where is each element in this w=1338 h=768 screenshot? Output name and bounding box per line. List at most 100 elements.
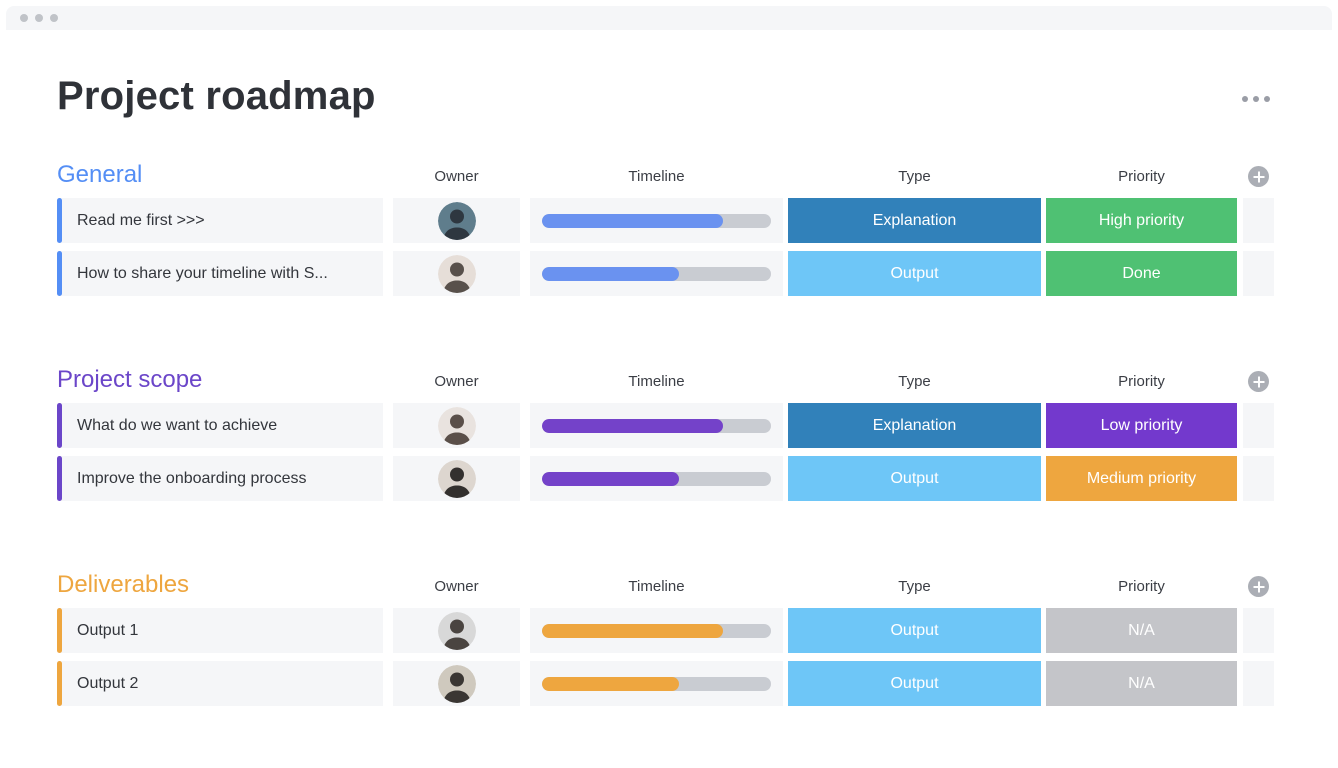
group-title[interactable]: Project scope bbox=[57, 366, 203, 393]
task-name-cell[interactable]: What do we want to achieve bbox=[57, 403, 383, 448]
column-header-timeline[interactable]: Timeline bbox=[628, 168, 685, 185]
row-accent-bar bbox=[57, 251, 62, 296]
timeline-cell[interactable] bbox=[530, 661, 783, 706]
task-name: What do we want to achieve bbox=[77, 416, 278, 434]
timeline-bar-fill bbox=[542, 418, 723, 433]
priority-badge[interactable]: Medium priority bbox=[1046, 456, 1237, 501]
window-control-dot-icon bbox=[20, 14, 28, 22]
row-accent-bar bbox=[57, 661, 62, 706]
column-header-priority[interactable]: Priority bbox=[1118, 168, 1165, 185]
empty-cell bbox=[1243, 251, 1274, 296]
column-header-priority[interactable]: Priority bbox=[1118, 578, 1165, 595]
timeline-bar-track bbox=[542, 418, 771, 433]
board-menu-button[interactable] bbox=[1238, 92, 1274, 106]
column-header-owner[interactable]: Owner bbox=[434, 373, 479, 390]
column-header-timeline[interactable]: Timeline bbox=[628, 578, 685, 595]
task-name: Output 1 bbox=[77, 621, 139, 639]
owner-avatar bbox=[437, 201, 476, 240]
timeline-cell[interactable] bbox=[530, 403, 783, 448]
task-name: How to share your timeline with S... bbox=[77, 264, 328, 282]
table-row: Improve the onboarding process Output Me… bbox=[57, 456, 1338, 501]
type-badge[interactable]: Output bbox=[788, 456, 1041, 501]
owner-avatar bbox=[437, 664, 476, 703]
owner-cell[interactable] bbox=[393, 608, 520, 653]
timeline-cell[interactable] bbox=[530, 198, 783, 243]
empty-cell bbox=[1243, 608, 1274, 653]
group-section: General Owner Timeline Type Priority Rea… bbox=[57, 157, 1338, 296]
add-column-button[interactable] bbox=[1248, 371, 1269, 392]
add-column-button[interactable] bbox=[1248, 166, 1269, 187]
column-header-priority[interactable]: Priority bbox=[1118, 373, 1165, 390]
owner-cell[interactable] bbox=[393, 403, 520, 448]
timeline-cell[interactable] bbox=[530, 456, 783, 501]
type-badge[interactable]: Output bbox=[788, 251, 1041, 296]
owner-cell[interactable] bbox=[393, 661, 520, 706]
group-rows: What do we want to achieve Explanation L… bbox=[57, 403, 1338, 501]
task-name-cell[interactable]: Output 1 bbox=[57, 608, 383, 653]
timeline-bar-track bbox=[542, 676, 771, 691]
add-column-button[interactable] bbox=[1248, 576, 1269, 597]
priority-badge[interactable]: High priority bbox=[1046, 198, 1237, 243]
window-titlebar bbox=[6, 6, 1332, 30]
owner-cell[interactable] bbox=[393, 456, 520, 501]
table-row: Read me first >>> Explanation High prior… bbox=[57, 198, 1338, 243]
type-badge[interactable]: Output bbox=[788, 608, 1041, 653]
timeline-cell[interactable] bbox=[530, 251, 783, 296]
ellipsis-icon bbox=[1242, 96, 1248, 102]
timeline-bar-fill bbox=[542, 623, 723, 638]
timeline-bar-track bbox=[542, 471, 771, 486]
column-header-owner[interactable]: Owner bbox=[434, 578, 479, 595]
group-title[interactable]: General bbox=[57, 161, 143, 188]
page-title[interactable]: Project roadmap bbox=[57, 74, 376, 118]
row-accent-bar bbox=[57, 403, 62, 448]
timeline-cell[interactable] bbox=[530, 608, 783, 653]
table-row: Output 2 Output N/A bbox=[57, 661, 1338, 706]
priority-badge[interactable]: Low priority bbox=[1046, 403, 1237, 448]
timeline-bar-fill bbox=[542, 471, 680, 486]
group-section: Deliverables Owner Timeline Type Priorit… bbox=[57, 567, 1338, 706]
ellipsis-icon bbox=[1264, 96, 1270, 102]
owner-cell[interactable] bbox=[393, 251, 520, 296]
column-header-type[interactable]: Type bbox=[898, 578, 931, 595]
column-header-timeline[interactable]: Timeline bbox=[628, 373, 685, 390]
column-header-owner[interactable]: Owner bbox=[434, 168, 479, 185]
empty-cell bbox=[1243, 403, 1274, 448]
priority-badge[interactable]: N/A bbox=[1046, 661, 1237, 706]
ellipsis-icon bbox=[1253, 96, 1259, 102]
timeline-bar-track bbox=[542, 266, 771, 281]
type-badge[interactable]: Explanation bbox=[788, 198, 1041, 243]
task-name: Read me first >>> bbox=[77, 211, 205, 229]
table-row: Output 1 Output N/A bbox=[57, 608, 1338, 653]
owner-cell[interactable] bbox=[393, 198, 520, 243]
owner-avatar bbox=[437, 459, 476, 498]
task-name-cell[interactable]: Improve the onboarding process bbox=[57, 456, 383, 501]
empty-cell bbox=[1243, 661, 1274, 706]
group-rows: Read me first >>> Explanation High prior… bbox=[57, 198, 1338, 296]
task-name-cell[interactable]: Read me first >>> bbox=[57, 198, 383, 243]
table-row: What do we want to achieve Explanation L… bbox=[57, 403, 1338, 448]
owner-avatar bbox=[437, 254, 476, 293]
priority-badge[interactable]: Done bbox=[1046, 251, 1237, 296]
task-name: Improve the onboarding process bbox=[77, 469, 307, 487]
row-accent-bar bbox=[57, 456, 62, 501]
task-name-cell[interactable]: How to share your timeline with S... bbox=[57, 251, 383, 296]
timeline-bar-fill bbox=[542, 266, 680, 281]
priority-badge[interactable]: N/A bbox=[1046, 608, 1237, 653]
column-header-type[interactable]: Type bbox=[898, 373, 931, 390]
board-groups: General Owner Timeline Type Priority Rea… bbox=[0, 119, 1338, 706]
group-rows: Output 1 Output N/A Output 2 bbox=[57, 608, 1338, 706]
timeline-bar-track bbox=[542, 623, 771, 638]
type-badge[interactable]: Output bbox=[788, 661, 1041, 706]
timeline-bar-fill bbox=[542, 676, 680, 691]
row-accent-bar bbox=[57, 198, 62, 243]
task-name: Output 2 bbox=[77, 674, 139, 692]
group-title[interactable]: Deliverables bbox=[57, 571, 190, 598]
timeline-bar-track bbox=[542, 213, 771, 228]
empty-cell bbox=[1243, 198, 1274, 243]
task-name-cell[interactable]: Output 2 bbox=[57, 661, 383, 706]
window-control-dot-icon bbox=[35, 14, 43, 22]
table-row: How to share your timeline with S... Out… bbox=[57, 251, 1338, 296]
column-header-type[interactable]: Type bbox=[898, 168, 931, 185]
window-control-dot-icon bbox=[50, 14, 58, 22]
type-badge[interactable]: Explanation bbox=[788, 403, 1041, 448]
